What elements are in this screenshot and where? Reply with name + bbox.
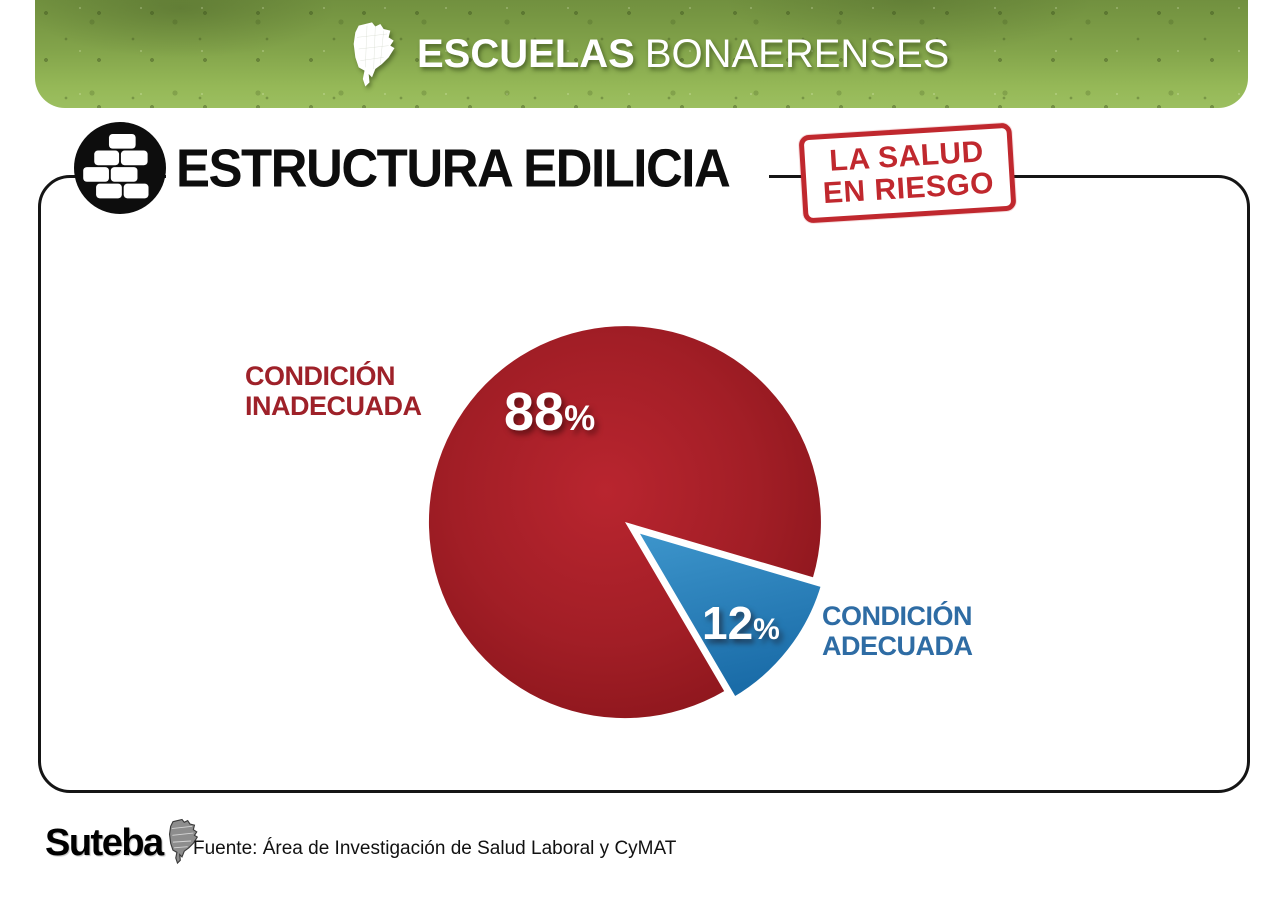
- brand-title: ESCUELAS BONAERENSES: [417, 32, 949, 77]
- pie-slice-adecuada: [632, 527, 826, 702]
- health-risk-stamp: LA SALUD EN RIESGO: [798, 122, 1017, 224]
- brand-title-light: BONAERENSES: [644, 31, 950, 76]
- suteba-logo-text: Suteba: [45, 821, 164, 864]
- label-adecuada-line2: ADECUADA: [822, 630, 973, 661]
- value-inadecuada: 88%: [504, 381, 595, 443]
- brick-wall-icon: [74, 122, 166, 214]
- label-adecuada-line1: CONDICIÓN: [822, 601, 972, 631]
- value-adecuada: 12%: [702, 596, 780, 650]
- label-condicion-inadecuada: CONDICIÓN INADECUADA: [245, 361, 422, 421]
- value-adecuada-number: 12: [702, 597, 754, 649]
- value-inadecuada-unit: %: [564, 399, 596, 438]
- pie-chart: [428, 326, 826, 719]
- suteba-map-icon: [168, 818, 198, 865]
- header-brand: ESCUELAS BONAERENSES: [347, 0, 949, 108]
- pie-slice-inadecuada: [428, 326, 821, 719]
- label-condicion-adecuada: CONDICIÓN ADECUADA: [822, 601, 973, 661]
- footer-logo: Suteba: [45, 818, 199, 866]
- value-inadecuada-number: 88: [504, 382, 565, 442]
- header-banner: ESCUELAS BONAERENSES: [35, 0, 1248, 108]
- province-map-icon: [353, 22, 395, 87]
- source-caption: Fuente: Área de Investigación de Salud L…: [193, 838, 677, 859]
- page-title: ESTRUCTURA EDILICIA: [166, 128, 770, 210]
- label-inadecuada-line1: CONDICIÓN: [245, 361, 395, 391]
- label-inadecuada-line2: INADECUADA: [245, 390, 422, 421]
- brand-title-bold: ESCUELAS: [417, 31, 635, 76]
- value-adecuada-unit: %: [753, 613, 780, 646]
